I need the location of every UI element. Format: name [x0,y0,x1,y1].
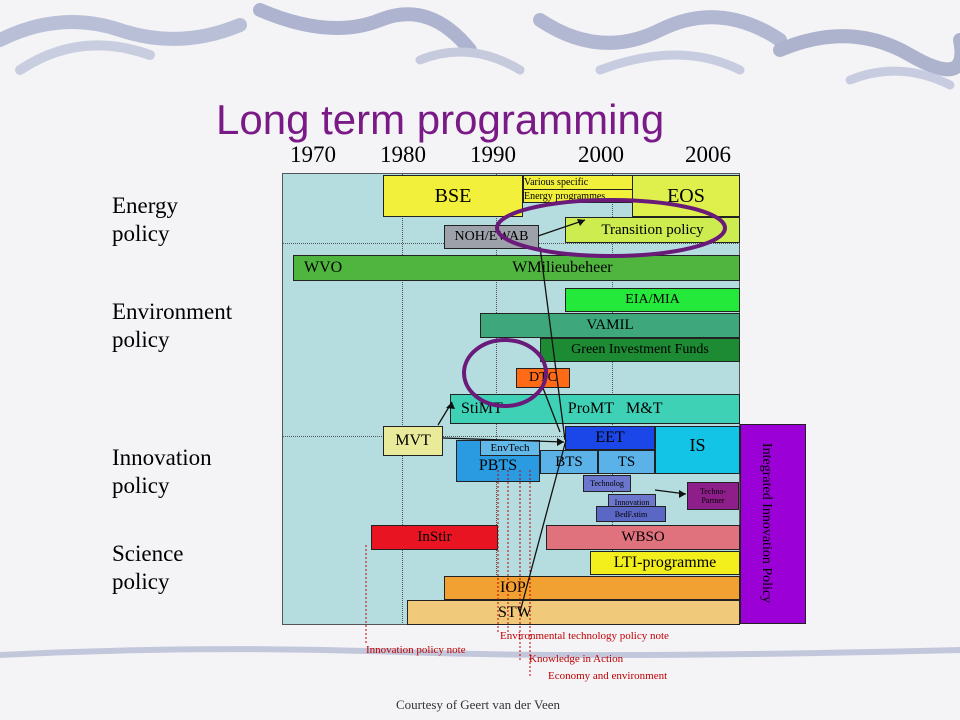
arrow-noh-transition [537,219,586,237]
bar-techno-partner: Techno- Partner [687,482,739,510]
bar-stw: STW [407,600,740,625]
bar-wvo-label: WVO [304,259,343,276]
integrated-innovation-policy-label: Integrated Innovation Policy [759,443,774,604]
bar-stimt-promt-mt: StiMT ProMT M&T [450,394,740,424]
category-energy-policy: Energy policy [112,193,179,246]
bar-eos: EOS [632,175,740,217]
bar-lti-programme: LTI-programme [590,551,740,575]
year-label-1990: 1990 [470,142,516,167]
bar-wm-label: WM [512,259,542,276]
category-science-policy: Science policy [112,541,184,594]
note-economy-environment: Economy and environment [548,670,668,682]
bar-milieubeheer-label: ilieubeheer [541,259,613,276]
bar-ts: TS [598,450,655,474]
gridline-innovation [282,436,740,437]
slide-title: Long term programming [216,96,665,143]
bar-bse: BSE [383,175,523,217]
gridline-1980 [402,173,403,625]
note-knowledge-in-action: Knowledge in Action [529,653,624,665]
bar-wvo-wm: WVO WM ilieubeheer [293,255,740,281]
arrowhead-techno-partner [679,490,686,498]
arrowhead-transition [577,219,585,226]
bar-bts: BTS [540,450,598,474]
arrow-mvt-eet [442,437,565,443]
bar-promt-label: ProMT [567,400,615,417]
year-label-2006: 2006 [685,142,731,167]
bar-mvt: MVT [383,426,443,456]
bar-wbso: WBSO [546,525,740,550]
bar-bedr: BedF.stim [596,506,666,522]
bar-technolog: Technolog [583,475,631,492]
bar-instir: InStir [371,525,498,550]
bar-vamil: VAMIL [480,313,740,338]
note-environmental-technology: Environmental technology policy note [500,630,669,642]
note-innovation-policy: Innovation policy note [366,644,466,656]
arrowhead-eet [557,438,564,446]
arrow-noh-eet [539,246,566,441]
bar-green-investment-funds: Green Investment Funds [540,338,740,362]
arrow-stw-eet [519,439,567,613]
year-label-1980: 1980 [380,142,426,167]
highlight-circle-dtc [462,338,548,408]
bar-integrated-innovation-policy: Integrated Innovation Policy [740,424,806,624]
category-environment-policy: Environment policy [112,299,233,352]
bar-iop: IOP [444,576,740,600]
category-innovation-policy: Innovation policy [112,445,212,498]
highlight-circle-transition [495,198,727,258]
bar-transition-policy: Transition policy [565,217,740,243]
bar-is: IS [655,426,740,474]
year-label-2000: 2000 [578,142,624,167]
courtesy-credit: Courtesy of Geert van der Veen [396,697,561,712]
arrowhead-stimt [446,402,455,409]
bar-eet: EET [565,426,655,450]
bar-eia-mia: EIA/MIA [565,288,740,312]
bar-mt-label: M&T [626,400,663,417]
arrow-dtc-eet [542,387,561,433]
year-label-1970: 1970 [290,142,336,167]
